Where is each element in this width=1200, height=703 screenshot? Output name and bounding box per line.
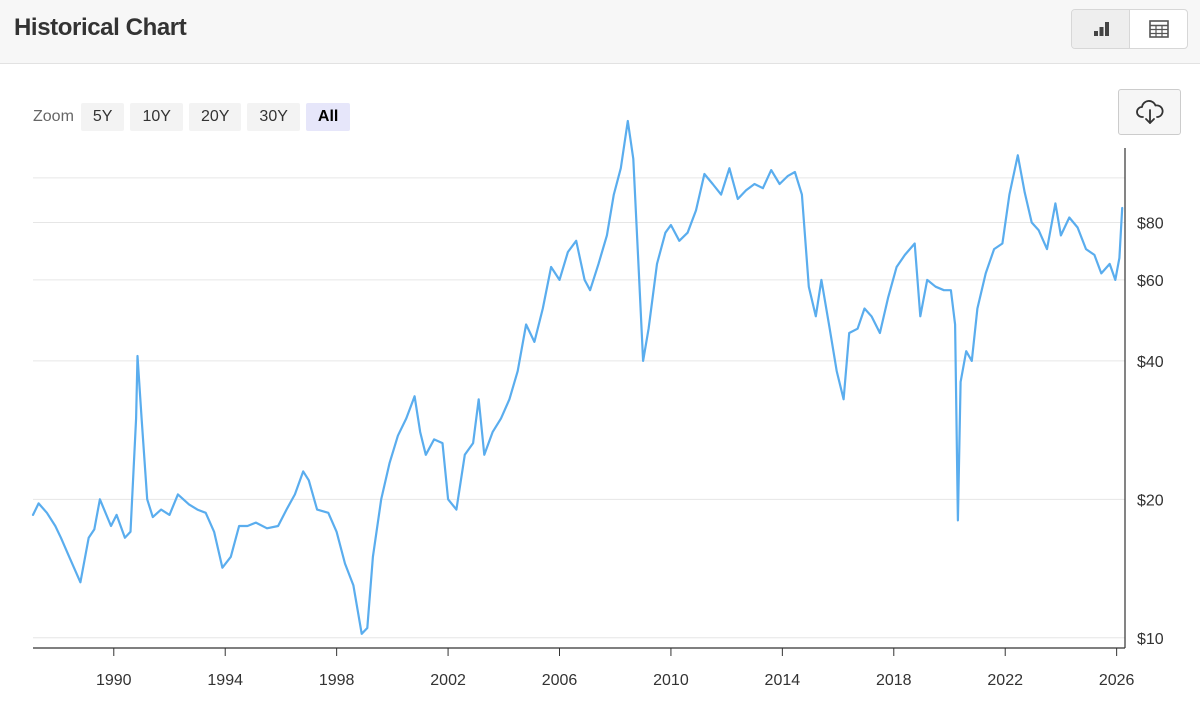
grid-lines bbox=[33, 177, 1125, 639]
x-tick-label: 2006 bbox=[542, 672, 578, 689]
x-tick-label: 2010 bbox=[653, 672, 689, 689]
y-tick-label: $80 bbox=[1137, 215, 1164, 232]
x-tick-label: 2018 bbox=[876, 672, 912, 689]
x-tick-label: 2002 bbox=[430, 672, 466, 689]
chart-axes bbox=[33, 148, 1126, 656]
view-toggle bbox=[1071, 9, 1188, 49]
zoom-10y-button[interactable]: 10Y bbox=[130, 103, 183, 131]
zoom-controls: Zoom 5Y 10Y 20Y 30Y All bbox=[33, 103, 356, 131]
zoom-all-button[interactable]: All bbox=[305, 103, 351, 131]
chart-series bbox=[31, 119, 1124, 635]
x-tick-label: 1990 bbox=[96, 672, 132, 689]
y-tick-label: $60 bbox=[1137, 273, 1164, 290]
cloud-download-icon bbox=[1135, 100, 1164, 124]
y-tick-label: $40 bbox=[1137, 354, 1164, 371]
y-tick-label: $10 bbox=[1137, 631, 1164, 648]
y-axis-labels: $10 $20 $40 $60 $80 bbox=[1137, 215, 1164, 647]
zoom-20y-button[interactable]: 20Y bbox=[188, 103, 242, 131]
x-tick-label: 1998 bbox=[319, 672, 355, 689]
bar-chart-icon bbox=[1093, 22, 1109, 36]
table-view-button[interactable] bbox=[1130, 10, 1187, 48]
table-grid-icon bbox=[1148, 20, 1169, 38]
chart-header: Historical Chart bbox=[0, 0, 1200, 64]
zoom-label: Zoom bbox=[33, 108, 74, 125]
x-tick-label: 2026 bbox=[1099, 672, 1135, 689]
zoom-5y-button[interactable]: 5Y bbox=[80, 103, 125, 131]
price-series-line bbox=[31, 119, 1124, 635]
y-tick-label: $20 bbox=[1137, 492, 1164, 509]
x-axis-labels: 1990 1994 1998 2002 2006 2010 2014 2018 2022 2026 bbox=[96, 672, 1135, 689]
zoom-30y-button[interactable]: 30Y bbox=[247, 103, 300, 131]
chart-view-button[interactable] bbox=[1072, 10, 1130, 48]
x-tick-label: 1994 bbox=[207, 672, 243, 689]
x-tick-label: 2014 bbox=[765, 672, 801, 689]
x-tick-label: 2022 bbox=[987, 672, 1023, 689]
download-button[interactable] bbox=[1118, 89, 1181, 135]
page-title: Historical Chart bbox=[14, 14, 187, 41]
